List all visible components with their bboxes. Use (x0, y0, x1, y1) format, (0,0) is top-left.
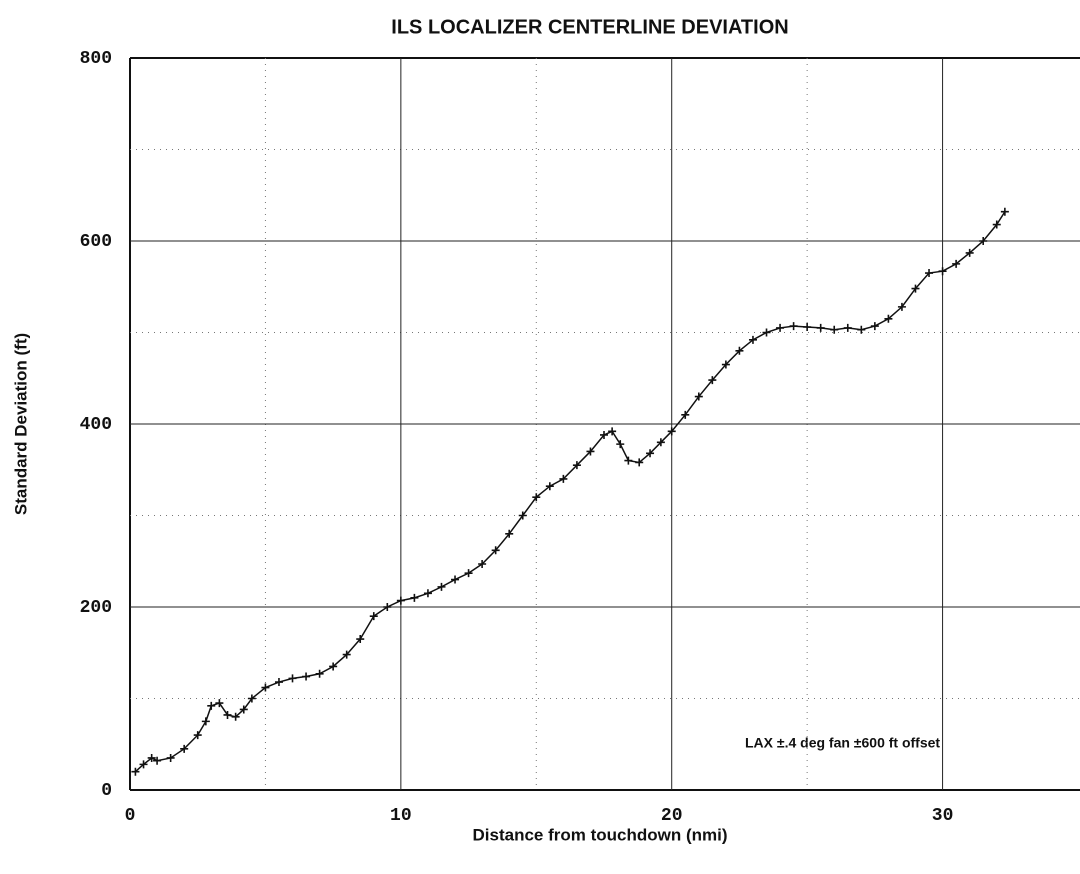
point (762, 328, 771, 337)
point (518, 511, 527, 520)
x-tick-label: 10 (390, 806, 412, 826)
point (532, 493, 541, 502)
point (776, 323, 785, 332)
point (748, 335, 757, 344)
point (207, 701, 216, 710)
point (803, 323, 812, 332)
point (423, 589, 432, 598)
point (437, 582, 446, 591)
point (288, 674, 297, 683)
point (139, 760, 148, 769)
x-tick-label: 30 (932, 806, 954, 826)
point (302, 672, 311, 681)
y-tick-label: 600 (80, 232, 112, 252)
x-axis-label: Distance from touchdown (nmi) (473, 825, 728, 844)
point (342, 650, 351, 659)
point (789, 322, 798, 331)
chart-title: ILS LOCALIZER CENTERLINE DEVIATION (391, 16, 788, 38)
point (616, 440, 625, 449)
point (624, 456, 633, 465)
point (215, 699, 224, 708)
point (383, 603, 392, 611)
point (410, 593, 419, 602)
point (857, 325, 866, 334)
y-tick-label: 0 (101, 781, 112, 801)
point (274, 678, 283, 687)
point (816, 323, 825, 332)
point (356, 635, 365, 644)
point (559, 474, 568, 483)
point (166, 753, 175, 762)
point (147, 753, 156, 762)
point (505, 529, 514, 538)
point (600, 430, 608, 439)
point (656, 438, 665, 447)
x-tick-label: 20 (661, 806, 683, 826)
point (646, 449, 655, 458)
y-tick-label: 200 (80, 598, 112, 618)
point (247, 694, 256, 703)
point (952, 259, 961, 268)
point (965, 248, 974, 257)
point (180, 744, 189, 753)
point (938, 267, 947, 276)
point (667, 427, 676, 436)
point (979, 237, 988, 245)
point (153, 756, 162, 765)
point (451, 575, 460, 584)
point (223, 710, 232, 719)
point (201, 717, 210, 726)
point (131, 767, 140, 776)
point (193, 731, 202, 740)
point (239, 705, 248, 714)
y-axis-label: Standard Deviation (ft) (11, 333, 30, 515)
point (830, 325, 839, 334)
point (735, 346, 744, 355)
point (586, 447, 595, 456)
point (925, 269, 934, 278)
point (681, 410, 690, 419)
point (635, 458, 644, 467)
point (843, 323, 852, 332)
point (911, 284, 920, 293)
y-tick-label: 400 (80, 415, 112, 435)
point (396, 596, 405, 605)
point (721, 360, 730, 369)
point (261, 683, 270, 692)
point (1000, 207, 1009, 216)
point (884, 314, 893, 323)
point (608, 427, 617, 436)
point (478, 559, 487, 568)
point (464, 569, 473, 578)
annotation: LAX ±.4 deg fan ±600 ft offset (745, 735, 940, 751)
point (694, 392, 703, 401)
point (870, 322, 879, 331)
point (491, 546, 500, 555)
point (369, 612, 378, 621)
point (708, 376, 717, 385)
point (992, 220, 1001, 229)
point (545, 482, 554, 491)
point (231, 712, 240, 721)
y-tick-label: 800 (80, 49, 112, 69)
point (897, 302, 906, 311)
point (329, 662, 338, 671)
point (315, 669, 324, 678)
point (572, 461, 581, 470)
x-tick-label: 0 (125, 806, 136, 826)
